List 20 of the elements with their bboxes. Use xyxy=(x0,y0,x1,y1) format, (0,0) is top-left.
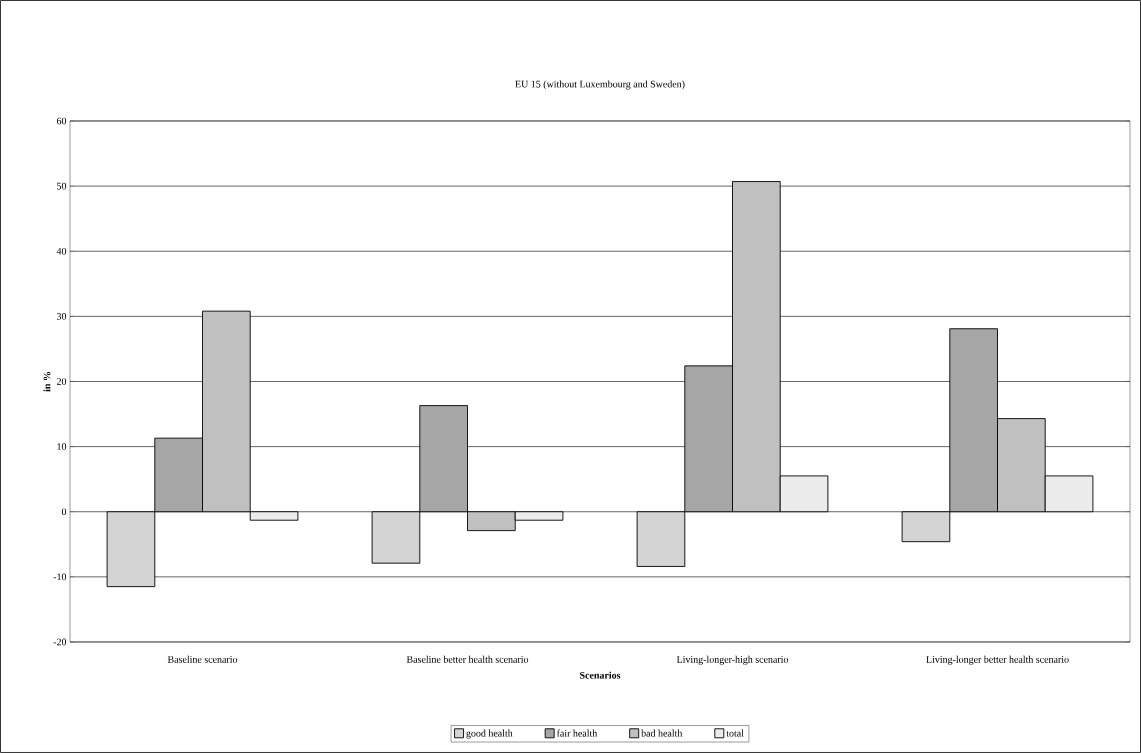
chart-title: EU 15 (without Luxembourg and Sweden) xyxy=(515,80,685,90)
x-tick-label: Baseline scenario xyxy=(167,655,238,663)
y-tick-label: 40 xyxy=(56,247,67,255)
y-tick-label: 10 xyxy=(57,443,67,450)
x-tick-label: Living-longer better health scenario xyxy=(926,655,1069,665)
x-tick-label: Baseline better health scenario xyxy=(406,655,529,663)
y-axis-title: in % xyxy=(43,372,51,392)
y-tick-label: -10 xyxy=(53,573,67,581)
y-tick-label: 60 xyxy=(56,117,67,125)
y-tick-label: 20 xyxy=(56,378,67,385)
legend-label: total xyxy=(726,729,744,737)
y-tick-label: 30 xyxy=(57,313,67,320)
y-tick-label: 0 xyxy=(61,508,67,516)
x-tick-label: Living-longer-high scenario xyxy=(676,655,789,665)
x-axis-title: Scenarios xyxy=(580,671,621,679)
legend-label: bad health xyxy=(641,729,683,737)
y-tick-label: 50 xyxy=(57,182,67,190)
legend-label: good health xyxy=(466,729,513,739)
legend-label: fair health xyxy=(556,729,598,737)
y-tick-label: -20 xyxy=(53,638,67,646)
